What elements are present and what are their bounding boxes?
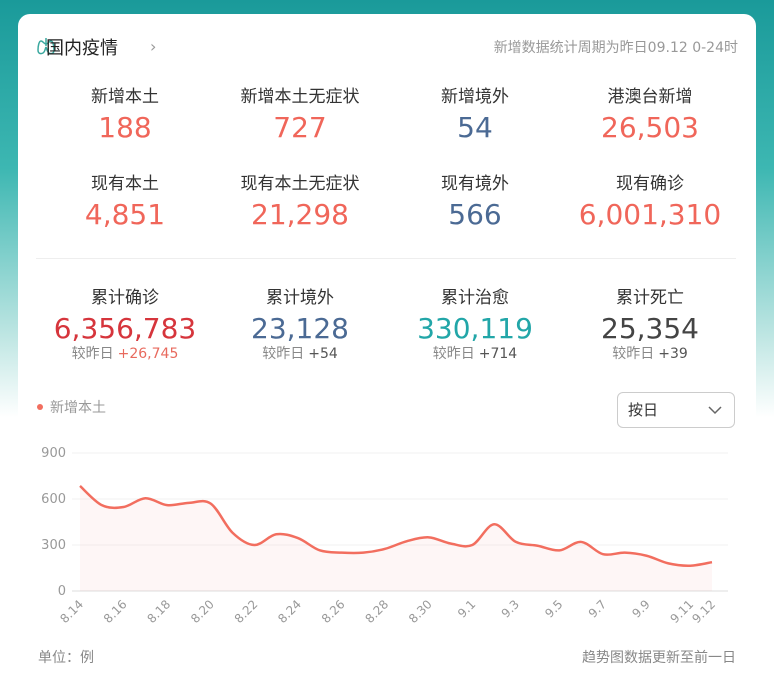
delta-value: +26,745 xyxy=(117,346,179,362)
y-tick-label: 900 xyxy=(41,446,66,461)
stat-label: 新增境外 xyxy=(441,87,509,107)
dropdown[interactable]: 按日 xyxy=(617,392,735,428)
total-label: 累计治愈 xyxy=(441,288,509,308)
header-title[interactable]: 国内疫情 xyxy=(46,38,118,59)
header-note: 新增数据统计周期为昨日09.12 0-24时 xyxy=(493,40,738,56)
total-delta: 较昨日 +26,745 xyxy=(38,343,213,363)
stat-label: 现有境外 xyxy=(441,174,509,194)
stat-value: 4,851 xyxy=(84,198,166,231)
total: 累计境外 23,128 较昨日 +54 xyxy=(213,283,388,363)
stat: 新增本土无症状 727 xyxy=(213,82,388,144)
total-value: 23,128 xyxy=(251,312,349,345)
stat-value: 21,298 xyxy=(251,198,349,231)
lung-icon xyxy=(37,38,55,55)
stat: 新增境外 54 xyxy=(388,82,563,144)
compare-label: 较昨日 xyxy=(71,346,114,362)
divider xyxy=(36,258,736,259)
x-tick-label: 8.20 xyxy=(188,597,217,626)
x-tick-label: 9.1 xyxy=(455,597,478,620)
stat-value: 6,001,310 xyxy=(578,198,722,231)
x-tick-label: 9.9 xyxy=(629,597,652,620)
stat: 现有确诊 6,001,310 xyxy=(563,169,738,231)
x-tick-label: 9.3 xyxy=(499,597,522,620)
stat-label: 现有本土无症状 xyxy=(240,174,360,194)
x-tick-label: 8.16 xyxy=(101,597,130,626)
card xyxy=(18,14,756,673)
dropdown-arrow xyxy=(708,406,722,415)
chevron[interactable]: › xyxy=(150,37,157,56)
stat-label: 港澳台新增 xyxy=(607,87,693,107)
x-tick-label: 8.30 xyxy=(406,597,435,626)
chart: 0 300 600 900 8.14 8.16 8.18 8.20 8.22 8.24 8.26 8.… xyxy=(37,400,728,626)
legend-dot xyxy=(37,404,43,410)
delta-value: +39 xyxy=(658,346,688,362)
stat-value: 188 xyxy=(98,111,152,144)
delta-value: +54 xyxy=(308,346,338,362)
stat-value: 54 xyxy=(457,111,493,144)
footer-note: 趋势图数据更新至前一日 xyxy=(582,650,736,666)
stat: 现有本土无症状 21,298 xyxy=(213,169,388,231)
delta-value: +714 xyxy=(478,346,518,362)
total-label: 累计死亡 xyxy=(616,288,684,308)
stat-label: 现有本土 xyxy=(91,174,159,194)
x-tick-label: 9.5 xyxy=(542,597,565,620)
x-tick-label: 9.11 xyxy=(668,597,697,626)
total-value: 330,119 xyxy=(417,312,533,345)
y-tick-label: 0 xyxy=(58,584,66,599)
line xyxy=(79,485,713,567)
dropdown-text: 按日 xyxy=(628,401,659,419)
legend-label: 新增本土 xyxy=(50,400,106,416)
total: 累计治愈 330,119 较昨日 +714 xyxy=(388,283,563,363)
y-tick-label: 600 xyxy=(41,492,66,507)
stat: 港澳台新增 26,503 xyxy=(563,82,738,144)
stat: 现有境外 566 xyxy=(388,169,563,231)
x-tick-label: 8.26 xyxy=(319,597,348,626)
stat-label: 新增本土无症状 xyxy=(240,87,360,107)
stat-value: 566 xyxy=(448,198,502,231)
area-fill xyxy=(80,485,712,591)
total-delta: 较昨日 +54 xyxy=(213,343,388,363)
stat-value: 727 xyxy=(273,111,327,144)
x-tick-label: 9.7 xyxy=(586,597,609,620)
total-delta: 较昨日 +39 xyxy=(563,343,738,363)
stat-label: 新增本土 xyxy=(91,87,159,107)
total-label: 累计确诊 xyxy=(91,288,159,308)
compare-label: 较昨日 xyxy=(262,346,305,362)
total-value: 6,356,783 xyxy=(53,312,197,345)
stat-label: 现有确诊 xyxy=(616,174,684,194)
total-label: 累计境外 xyxy=(266,288,334,308)
y-tick-label: 300 xyxy=(41,538,66,553)
x-tick-label: 8.24 xyxy=(275,597,304,626)
stat: 新增本土 188 xyxy=(38,82,213,144)
stat-value: 26,503 xyxy=(601,111,699,144)
unit: 单位：例 xyxy=(38,650,94,666)
total: 累计确诊 6,356,783 较昨日 +26,745 xyxy=(38,283,213,363)
total-delta: 较昨日 +714 xyxy=(388,343,563,363)
compare-label: 较昨日 xyxy=(432,346,475,362)
x-tick-label: 8.18 xyxy=(145,597,174,626)
total: 累计死亡 25,354 较昨日 +39 xyxy=(563,283,738,363)
x-tick-label: 9.12 xyxy=(689,597,718,626)
x-tick-label: 8.22 xyxy=(232,597,261,626)
stat: 现有本土 4,851 xyxy=(38,169,213,231)
compare-label: 较昨日 xyxy=(612,346,655,362)
x-tick-label: 8.14 xyxy=(57,597,86,626)
x-tick-label: 8.28 xyxy=(362,597,391,626)
total-value: 25,354 xyxy=(601,312,699,345)
